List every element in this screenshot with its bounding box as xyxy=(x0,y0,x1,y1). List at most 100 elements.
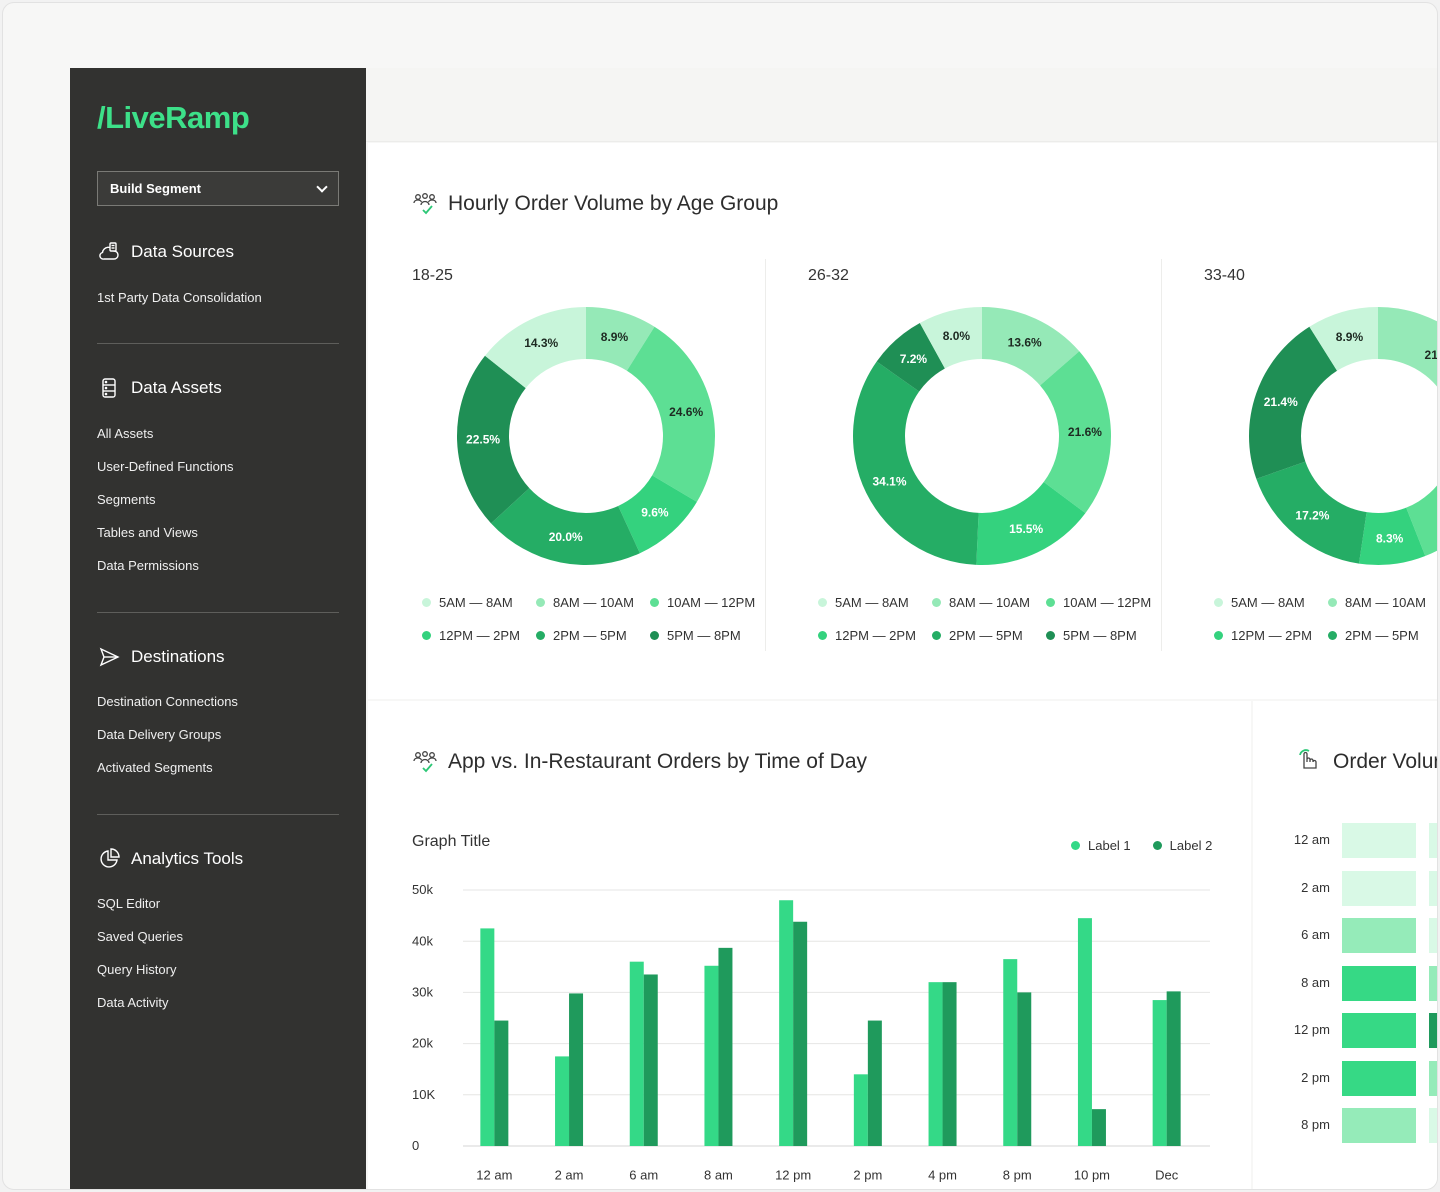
legend-dot xyxy=(536,598,545,607)
section-destinations[interactable]: Destinations xyxy=(97,645,225,669)
nav-item-activated-segments[interactable]: Activated Segments xyxy=(97,760,213,775)
legend-item[interactable]: 8AM — 10AM xyxy=(932,595,1030,610)
heatmap-cell[interactable] xyxy=(1342,1108,1416,1143)
slice-label: 13.6% xyxy=(1008,335,1042,349)
legend-item[interactable]: 2PM — 5PM xyxy=(536,628,627,643)
donut-slice[interactable] xyxy=(491,488,640,565)
legend-item[interactable]: 5PM — 8PM xyxy=(1046,628,1137,643)
bar-1[interactable] xyxy=(704,965,719,1146)
nav-item-saved-queries[interactable]: Saved Queries xyxy=(97,929,183,944)
bar-1[interactable] xyxy=(555,1056,570,1146)
section-data-sources[interactable]: Data Sources xyxy=(97,240,234,264)
bar-2[interactable] xyxy=(867,1020,882,1146)
legend-label: 5PM — 8PM xyxy=(667,628,741,643)
bar-1[interactable] xyxy=(853,1074,868,1146)
legend-item[interactable]: 2PM — 5PM xyxy=(932,628,1023,643)
slice-label: 8.9% xyxy=(1336,330,1364,344)
legend-item-label-1[interactable]: Label 1 xyxy=(1071,838,1131,853)
heatmap-cell[interactable] xyxy=(1342,1061,1416,1096)
legend-item[interactable]: 5AM — 8AM xyxy=(818,595,909,610)
bar-1[interactable] xyxy=(1077,918,1092,1146)
legend-item[interactable]: 2PM — 5PM xyxy=(1328,628,1419,643)
donut-slice[interactable] xyxy=(1378,307,1438,418)
heatmap-cell[interactable] xyxy=(1342,918,1416,953)
legend-item[interactable]: 5AM — 8AM xyxy=(422,595,513,610)
legend-item[interactable]: 12PM — 2PM xyxy=(818,628,916,643)
legend-item[interactable]: 10AM — 12PM xyxy=(650,595,755,610)
heatmap-cell[interactable] xyxy=(1429,966,1438,1001)
bar-2[interactable] xyxy=(1166,991,1181,1146)
nav-item-segments[interactable]: Segments xyxy=(97,492,156,507)
x-tick-label: 2 pm xyxy=(853,1168,882,1183)
heatmap-cell[interactable] xyxy=(1342,871,1416,906)
donut-slice[interactable] xyxy=(876,322,945,392)
bar-2[interactable] xyxy=(1091,1109,1106,1146)
bar-1[interactable] xyxy=(1152,1000,1167,1146)
donut-slice[interactable] xyxy=(484,307,586,389)
nav-item-destination-connections[interactable]: Destination Connections xyxy=(97,694,238,709)
section-analytics-tools[interactable]: Analytics Tools xyxy=(97,847,243,871)
legend-dot xyxy=(1046,631,1055,640)
app: /LiveRamp Build Segment Data Sources 1st… xyxy=(70,68,1438,1189)
bar-2[interactable] xyxy=(643,974,658,1146)
donut-slice[interactable] xyxy=(586,307,655,371)
bar-2[interactable] xyxy=(569,993,584,1146)
heatmap-cell[interactable] xyxy=(1342,966,1416,1001)
bar-2[interactable] xyxy=(494,1020,509,1146)
donut-slice[interactable] xyxy=(1256,461,1367,564)
donut-slice[interactable] xyxy=(457,355,530,524)
donut-slice[interactable] xyxy=(1309,307,1378,371)
bar-1[interactable] xyxy=(1003,959,1018,1146)
heatmap-cell[interactable] xyxy=(1429,1061,1438,1096)
legend-item[interactable]: 12PM — 2PM xyxy=(422,628,520,643)
nav-item-tables-views[interactable]: Tables and Views xyxy=(97,525,198,540)
heatmap-cell[interactable] xyxy=(1342,1013,1416,1048)
donut-slice[interactable] xyxy=(618,475,697,554)
donut-slice[interactable] xyxy=(982,307,1080,386)
liveramp-logo[interactable]: /LiveRamp xyxy=(97,100,250,135)
legend-label: 5AM — 8AM xyxy=(835,595,909,610)
bar-2[interactable] xyxy=(718,947,733,1146)
legend-item[interactable]: 5PM — 8PM xyxy=(650,628,741,643)
donut-slice[interactable] xyxy=(1249,326,1338,479)
heatmap-cell[interactable] xyxy=(1342,823,1416,858)
legend-dot xyxy=(1328,631,1337,640)
bar-2[interactable] xyxy=(942,982,957,1146)
nav-item-udf[interactable]: User-Defined Functions xyxy=(97,459,234,474)
heatmap-cell[interactable] xyxy=(1429,823,1438,858)
donut-slice[interactable] xyxy=(626,326,715,502)
build-segment-select[interactable]: Build Segment xyxy=(97,171,339,206)
heatmap-cell[interactable] xyxy=(1429,1108,1438,1143)
bar-1[interactable] xyxy=(480,928,495,1146)
nav-item-data-permissions[interactable]: Data Permissions xyxy=(97,558,199,573)
legend-item-label-2[interactable]: Label 2 xyxy=(1152,838,1212,853)
donut-slice[interactable] xyxy=(1406,405,1438,557)
bar-1[interactable] xyxy=(629,961,644,1146)
nav-item-all-assets[interactable]: All Assets xyxy=(97,426,154,441)
heatmap-cell[interactable] xyxy=(1429,1013,1438,1048)
legend-item[interactable]: 10AM — 12PM xyxy=(1046,595,1151,610)
legend-item[interactable]: 12PM — 2PM xyxy=(1214,628,1312,643)
heatmap-cell[interactable] xyxy=(1429,871,1438,906)
nav-item-data-delivery-groups[interactable]: Data Delivery Groups xyxy=(97,727,222,742)
bar-2[interactable] xyxy=(1017,992,1032,1146)
donut-slice[interactable] xyxy=(853,361,979,565)
legend-item[interactable]: 8AM — 10AM xyxy=(536,595,634,610)
nav-item-sql-editor[interactable]: SQL Editor xyxy=(97,896,161,911)
nav-item-data-activity[interactable]: Data Activity xyxy=(97,995,169,1010)
heatmap-cell[interactable] xyxy=(1429,918,1438,953)
donut-slice[interactable] xyxy=(976,482,1086,565)
donut-slice[interactable] xyxy=(1040,351,1111,514)
card-title: App vs. In-Restaurant Orders by Time of … xyxy=(412,749,867,775)
bar-2[interactable] xyxy=(793,921,808,1146)
bar-1[interactable] xyxy=(928,982,943,1146)
section-data-assets[interactable]: Data Assets xyxy=(97,376,222,400)
donut-slice[interactable] xyxy=(919,307,982,369)
nav-item-query-history[interactable]: Query History xyxy=(97,962,177,977)
legend-item[interactable]: 5AM — 8AM xyxy=(1214,595,1305,610)
nav-item-1st-party-data[interactable]: 1st Party Data Consolidation xyxy=(97,290,262,305)
donut-slice[interactable] xyxy=(1358,507,1426,565)
bar-1[interactable] xyxy=(779,900,794,1146)
legend-item[interactable]: 8AM — 10AM xyxy=(1328,595,1426,610)
